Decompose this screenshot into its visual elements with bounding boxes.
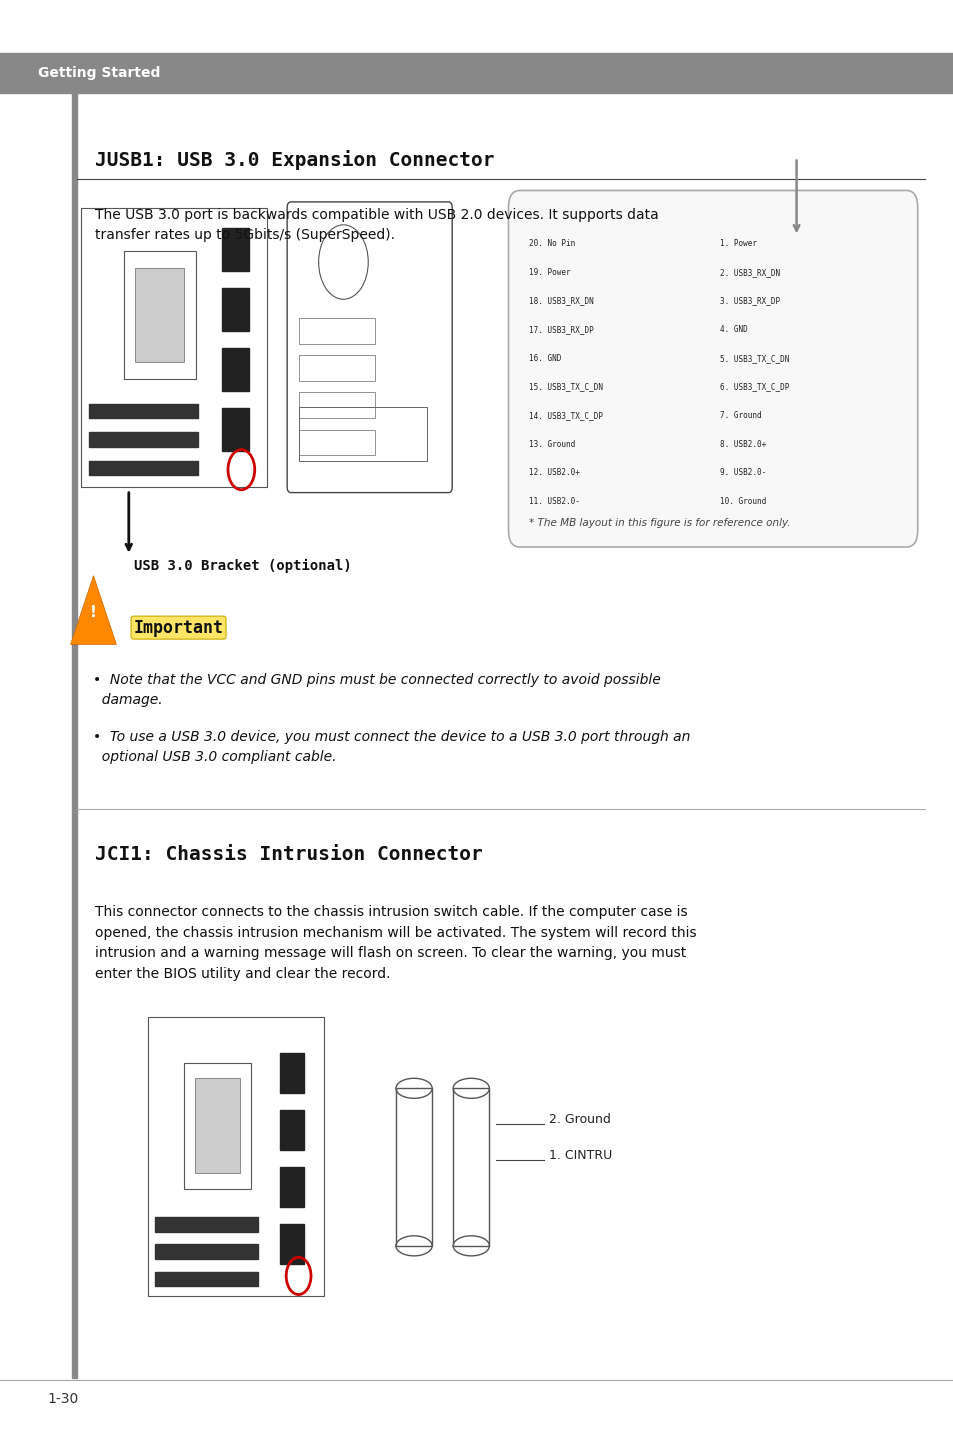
Text: 3. USB3_RX_DP: 3. USB3_RX_DP: [720, 296, 780, 305]
Text: 19. Power: 19. Power: [529, 268, 571, 276]
Bar: [154, 1244, 257, 1259]
Text: 7. Ground: 7. Ground: [720, 411, 761, 420]
Text: •  To use a USB 3.0 device, you must connect the device to a USB 3.0 port throug: • To use a USB 3.0 device, you must conn…: [93, 730, 690, 763]
Text: 8. USB2.0+: 8. USB2.0+: [720, 440, 765, 448]
Text: 17. USB3_RX_DP: 17. USB3_RX_DP: [529, 325, 594, 334]
Bar: [222, 408, 249, 451]
Text: 15. USB3_TX_C_DN: 15. USB3_TX_C_DN: [529, 382, 603, 391]
Bar: [89, 432, 198, 447]
Text: 1. CINTRU: 1. CINTRU: [548, 1148, 611, 1163]
Text: USB 3.0 Bracket (optional): USB 3.0 Bracket (optional): [133, 558, 351, 573]
Text: •  Note that the VCC and GND pins must be connected correctly to avoid possible
: • Note that the VCC and GND pins must be…: [93, 673, 660, 706]
Text: !: !: [90, 606, 97, 620]
Text: 16. GND: 16. GND: [529, 354, 561, 362]
Text: 18. USB3_RX_DN: 18. USB3_RX_DN: [529, 296, 594, 305]
Bar: [154, 1272, 257, 1286]
Bar: [453, 1088, 489, 1246]
Text: * The MB layout in this figure is for reference only.: * The MB layout in this figure is for re…: [529, 518, 790, 528]
Bar: [148, 1017, 324, 1296]
Bar: [0, 53, 953, 93]
Bar: [135, 268, 184, 362]
Bar: [89, 461, 198, 475]
Bar: [298, 318, 375, 344]
Text: JCI1: Chassis Intrusion Connector: JCI1: Chassis Intrusion Connector: [95, 845, 482, 863]
Bar: [279, 1110, 304, 1150]
Polygon shape: [71, 576, 116, 644]
Bar: [194, 1078, 240, 1173]
Text: 11. USB2.0-: 11. USB2.0-: [529, 497, 579, 505]
Text: 2. Ground: 2. Ground: [548, 1113, 610, 1127]
Bar: [71, 93, 77, 1378]
Text: 10. Ground: 10. Ground: [720, 497, 765, 505]
Bar: [222, 348, 249, 391]
Bar: [298, 407, 427, 461]
Bar: [81, 208, 267, 487]
Bar: [222, 228, 249, 271]
Text: 5. USB3_TX_C_DN: 5. USB3_TX_C_DN: [720, 354, 789, 362]
Text: Getting Started: Getting Started: [38, 66, 160, 80]
Bar: [154, 1217, 257, 1232]
Text: 9. USB2.0-: 9. USB2.0-: [720, 468, 765, 477]
Bar: [124, 251, 195, 379]
Text: 2. USB3_RX_DN: 2. USB3_RX_DN: [720, 268, 780, 276]
Bar: [279, 1224, 304, 1264]
Text: 1-30: 1-30: [48, 1392, 79, 1406]
Bar: [298, 430, 375, 455]
Bar: [89, 404, 198, 418]
Text: Important: Important: [133, 619, 223, 637]
Text: JUSB1: USB 3.0 Expansion Connector: JUSB1: USB 3.0 Expansion Connector: [95, 150, 495, 170]
Bar: [184, 1063, 251, 1189]
Text: 14. USB3_TX_C_DP: 14. USB3_TX_C_DP: [529, 411, 603, 420]
Bar: [395, 1088, 432, 1246]
Text: 12. USB2.0+: 12. USB2.0+: [529, 468, 579, 477]
Bar: [222, 288, 249, 331]
Text: 13. Ground: 13. Ground: [529, 440, 575, 448]
FancyBboxPatch shape: [508, 190, 917, 547]
Text: This connector connects to the chassis intrusion switch cable. If the computer c: This connector connects to the chassis i…: [95, 905, 697, 981]
Bar: [298, 392, 375, 418]
Bar: [279, 1167, 304, 1207]
Text: The USB 3.0 port is backwards compatible with USB 2.0 devices. It supports data
: The USB 3.0 port is backwards compatible…: [95, 208, 659, 242]
Bar: [298, 355, 375, 381]
Bar: [279, 1053, 304, 1093]
Text: 4. GND: 4. GND: [720, 325, 747, 334]
Text: 6. USB3_TX_C_DP: 6. USB3_TX_C_DP: [720, 382, 789, 391]
Text: 20. No Pin: 20. No Pin: [529, 239, 575, 248]
Text: 1. Power: 1. Power: [720, 239, 757, 248]
